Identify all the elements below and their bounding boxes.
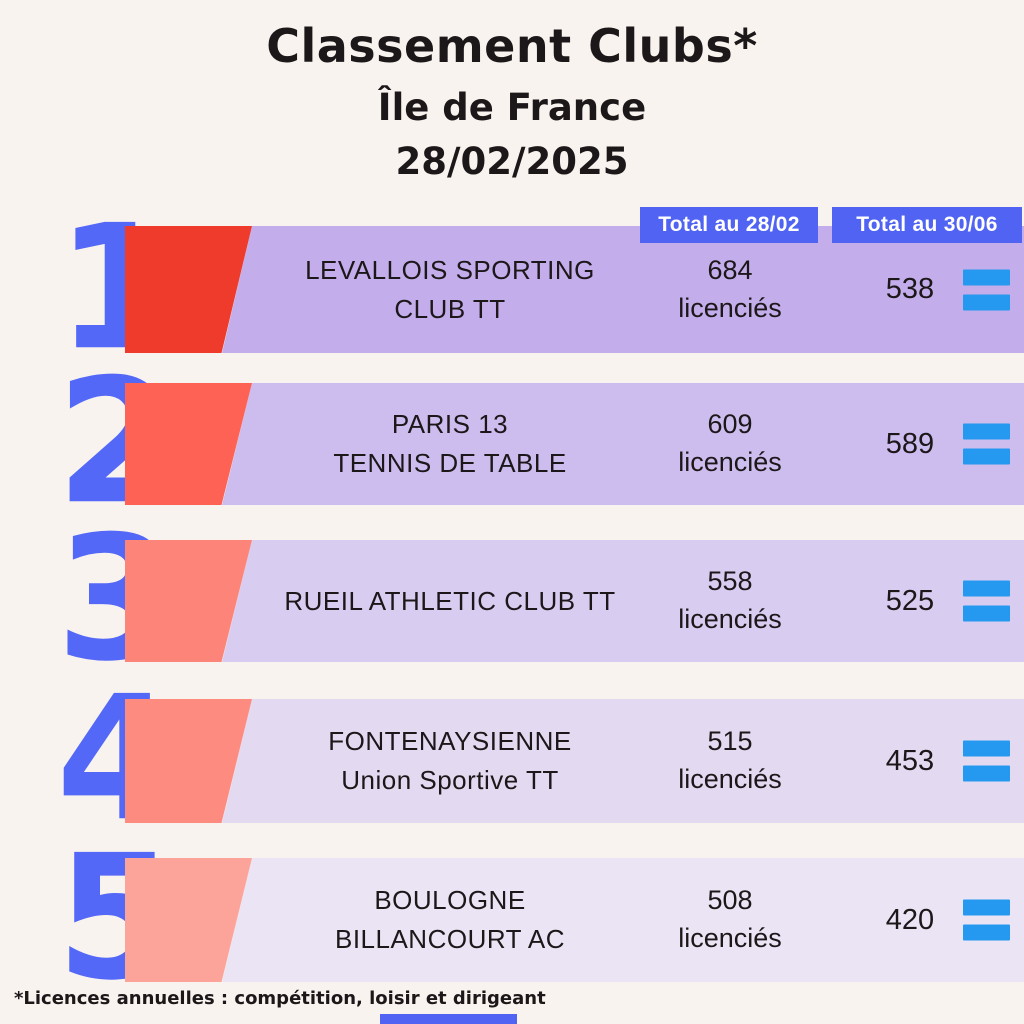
column-header-total-2802: Total au 28/02 — [640, 207, 818, 243]
equals-bar — [963, 765, 1010, 782]
total-2802-value: 508 licenciés — [640, 858, 820, 982]
row-bar — [222, 540, 1024, 662]
licencies-count: 558 — [707, 566, 753, 597]
equals-icon — [963, 899, 1010, 941]
equals-bar — [963, 605, 1010, 622]
licencies-label: licenciés — [678, 764, 782, 794]
region-subtitle: Île de France — [377, 85, 647, 129]
equals-icon — [963, 740, 1010, 782]
ranking-row-5: 5 BOULOGNE BILLANCOURT AC 508 licenciés … — [0, 832, 1024, 1004]
equals-bar — [963, 740, 1010, 757]
total-2802-value: 515 licenciés — [640, 699, 820, 823]
licencies-label: licenciés — [678, 604, 782, 634]
total-3006-value: 589 — [885, 427, 935, 460]
equals-bar — [963, 448, 1010, 465]
club-name: PARIS 13 TENNIS DE TABLE — [250, 383, 650, 505]
column-header-total-3006: Total au 30/06 — [832, 207, 1022, 243]
total-2802-value: 609 licenciés — [640, 383, 820, 505]
total-3006-value: 453 — [885, 744, 935, 777]
row-bar — [222, 858, 1024, 982]
licencies-count: 684 — [707, 254, 753, 285]
bottom-blue-strip — [380, 1014, 517, 1024]
row-bar — [222, 383, 1024, 505]
header: Classement Clubs* Île de France 28/02/20… — [0, 20, 1024, 182]
club-line2: CLUB TT — [394, 293, 506, 324]
club-line1: PARIS 13 — [391, 409, 509, 439]
equals-bar — [963, 899, 1010, 916]
licencies-label: licenciés — [678, 292, 782, 323]
club-line2: BILLANCOURT AC — [334, 924, 565, 954]
club-line2: TENNIS DE TABLE — [333, 448, 567, 478]
equals-icon — [963, 423, 1010, 465]
total-2802-value: 558 licenciés — [640, 540, 820, 662]
club-line1: BOULOGNE — [374, 885, 526, 915]
footnote: *Licences annuelles : compétition, loisi… — [14, 988, 546, 1009]
total-2802-value: 684 licenciés — [640, 226, 820, 353]
equals-bar — [963, 423, 1010, 440]
row-bar — [222, 699, 1024, 823]
equals-icon — [963, 580, 1010, 622]
club-line1: RUEIL ATHLETIC CLUB TT — [284, 585, 616, 616]
licencies-count: 508 — [707, 885, 753, 916]
total-3006-value: 538 — [885, 273, 935, 305]
club-name: RUEIL ATHLETIC CLUB TT — [250, 540, 650, 662]
row-bar — [222, 226, 1024, 353]
equals-bar — [963, 924, 1010, 941]
page-title: Classement Clubs* — [266, 19, 758, 73]
equals-icon — [963, 269, 1010, 310]
equals-bar — [963, 294, 1010, 310]
licencies-count: 609 — [707, 409, 753, 440]
licencies-count: 515 — [707, 726, 753, 757]
licencies-label: licenciés — [678, 923, 782, 953]
club-line1: LEVALLOIS SPORTING — [305, 254, 595, 285]
ranking-row-3: 3 RUEIL ATHLETIC CLUB TT 558 licenciés 5… — [0, 513, 1024, 685]
total-3006-value: 525 — [885, 584, 935, 617]
equals-bar — [963, 580, 1010, 597]
club-name: FONTENAYSIENNE Union Sportive TT — [250, 699, 650, 823]
ranking-row-2: 2 PARIS 13 TENNIS DE TABLE 609 licenciés… — [0, 356, 1024, 528]
club-line2: Union Sportive TT — [341, 765, 559, 795]
club-name: BOULOGNE BILLANCOURT AC — [250, 858, 650, 982]
ranking-row-4: 4 FONTENAYSIENNE Union Sportive TT 515 l… — [0, 673, 1024, 845]
club-line1: FONTENAYSIENNE — [328, 726, 572, 756]
ranking-row-1: 1 LEVALLOIS SPORTING CLUB TT 684 licenci… — [0, 201, 1024, 373]
licencies-label: licenciés — [678, 447, 782, 477]
date-label: 28/02/2025 — [395, 139, 629, 183]
total-3006-value: 420 — [885, 903, 935, 936]
club-name: LEVALLOIS SPORTING CLUB TT — [250, 226, 650, 353]
equals-bar — [963, 269, 1010, 285]
